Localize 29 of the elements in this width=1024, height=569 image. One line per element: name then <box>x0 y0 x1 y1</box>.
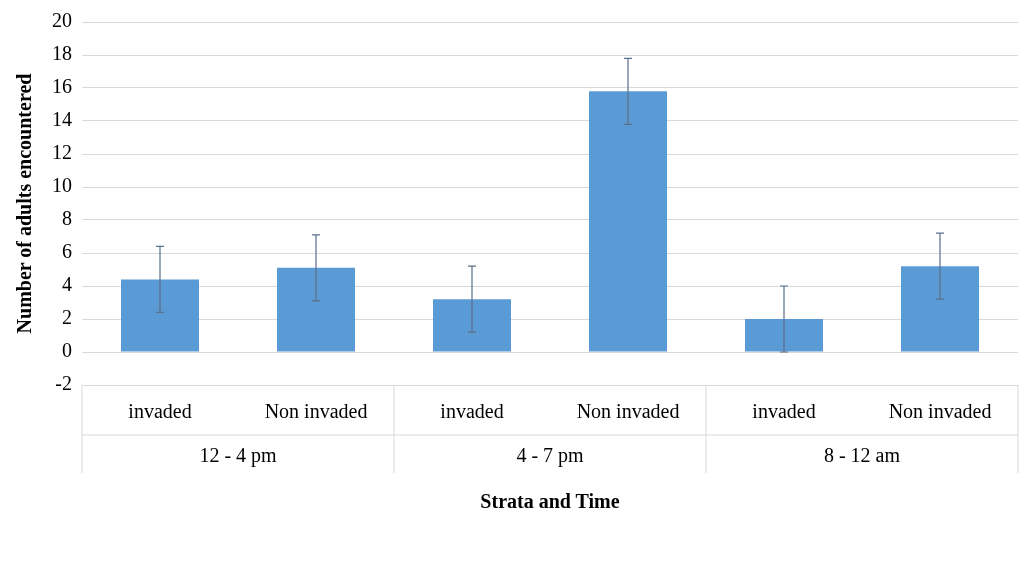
y-tick-label: 4 <box>62 273 72 296</box>
y-axis-title: Number of adults encountered <box>13 73 36 334</box>
bar <box>901 266 979 352</box>
bar <box>589 91 667 352</box>
y-tick-label: 2 <box>62 306 72 329</box>
x-axis-title: Strata and Time <box>480 490 620 513</box>
bar <box>745 319 823 352</box>
y-tick-label: 6 <box>62 240 72 263</box>
text: 12 - 4 pm <box>199 444 278 468</box>
x-tick-label: invaded <box>752 400 816 423</box>
bar <box>121 279 199 352</box>
bar <box>277 267 355 352</box>
x-tick-label: Non invaded <box>888 400 992 423</box>
y-tick-label: 12 <box>52 141 72 164</box>
x-tick-label: invaded <box>440 400 504 423</box>
y-tick-label: 8 <box>62 207 72 230</box>
x-tick-label: Non invaded <box>576 400 680 423</box>
bar <box>433 299 511 352</box>
y-tick-label: 0 <box>62 339 72 362</box>
y-tick-label: 16 <box>52 75 72 98</box>
y-tick-label: 20 <box>52 9 72 32</box>
x-tick-label: Non invaded <box>264 400 368 423</box>
x-tick-label: invaded <box>128 400 192 423</box>
y-tick-label: 14 <box>52 108 72 131</box>
y-tick-label: -2 <box>55 372 72 395</box>
y-tick-label: 18 <box>52 42 72 65</box>
text: 4 - 7 pm <box>516 444 585 468</box>
text: 8 - 12 am <box>823 444 901 467</box>
y-tick-label: 10 <box>52 174 72 197</box>
